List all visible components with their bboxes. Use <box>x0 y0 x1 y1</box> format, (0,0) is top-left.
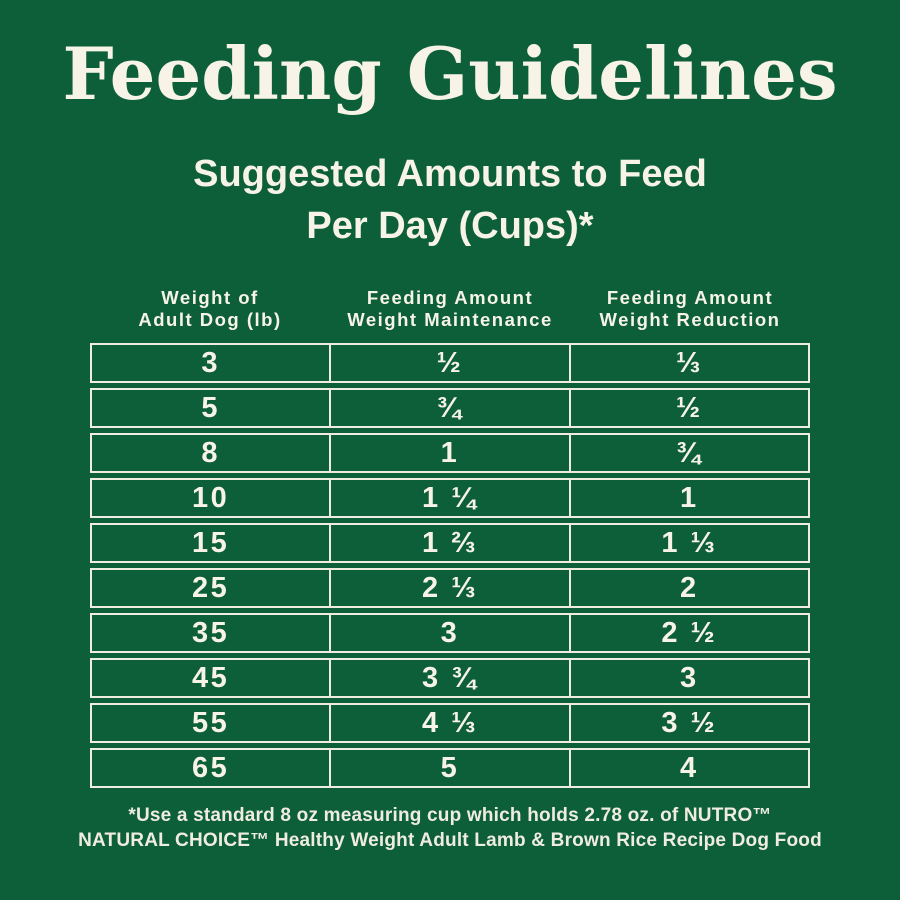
table-cell: ½ <box>568 389 808 426</box>
subtitle-line-2: Per Day (Cups)* <box>306 205 594 248</box>
column-header-line: Feeding Amount <box>366 286 534 308</box>
table-cell: 2 ⅓ <box>329 569 568 606</box>
table-cell: 15 <box>192 526 230 559</box>
table-cell: 1 ⅓ <box>568 524 808 561</box>
footnote-line-2: NATURAL CHOICE™ Healthy Weight Adult Lam… <box>78 829 822 851</box>
table-cell: 35 <box>192 616 230 649</box>
table-row: 65 5 4 <box>90 747 810 788</box>
table-cell: 3 <box>329 614 568 651</box>
table-cell: 55 <box>192 706 230 739</box>
column-header-maintenance: Feeding Amount Weight Maintenance <box>330 287 570 331</box>
column-header-line: Weight Reduction <box>599 308 781 330</box>
table-cell: 5 <box>201 391 220 424</box>
table-cell: 5 <box>329 749 568 786</box>
table-cell: ½ <box>329 344 568 381</box>
table-cell: 3 ¾ <box>329 659 568 696</box>
table-cell: 25 <box>192 571 230 604</box>
page-title: Feeding Guidelines <box>62 31 838 116</box>
table-cell: 4 ⅓ <box>329 704 568 741</box>
page-subtitle: Suggested Amounts to Feed Per Day (Cups)… <box>193 148 707 253</box>
subtitle-line-1: Suggested Amounts to Feed <box>193 153 707 195</box>
table-cell: 1 <box>568 479 808 516</box>
column-header-weight: Weight of Adult Dog (lb) <box>90 287 330 331</box>
table-cell: 1 <box>329 434 568 471</box>
column-header-line: Weight of <box>161 286 259 308</box>
table-cell: ¾ <box>329 389 568 426</box>
column-header-reduction: Feeding Amount Weight Reduction <box>570 287 810 331</box>
table-cell: 45 <box>192 661 230 694</box>
table-row: 35 3 2 ½ <box>90 612 810 653</box>
table-cell: ¾ <box>568 434 808 471</box>
table-header-row: Weight of Adult Dog (lb) Feeding Amount … <box>90 287 810 331</box>
table-cell: 3 <box>201 346 220 379</box>
table-cell: ⅓ <box>568 344 808 381</box>
table-cell: 3 ½ <box>568 704 808 741</box>
table-cell: 1 ⅔ <box>329 524 568 561</box>
table-cell: 8 <box>201 436 220 469</box>
table-cell: 1 ¼ <box>329 479 568 516</box>
table-cell: 2 ½ <box>568 614 808 651</box>
table-cell: 3 <box>568 659 808 696</box>
table-cell: 10 <box>192 481 230 514</box>
footnote-line-1: *Use a standard 8 oz measuring cup which… <box>128 804 772 826</box>
feeding-table-container: Weight of Adult Dog (lb) Feeding Amount … <box>90 287 810 788</box>
table-cell: 4 <box>568 749 808 786</box>
table-cell: 65 <box>192 751 230 784</box>
table-cell: 2 <box>568 569 808 606</box>
footnote: *Use a standard 8 oz measuring cup which… <box>78 803 822 853</box>
column-header-line: Weight Maintenance <box>347 308 553 330</box>
column-header-line: Adult Dog (lb) <box>138 308 282 330</box>
column-header-line: Feeding Amount <box>606 286 774 308</box>
